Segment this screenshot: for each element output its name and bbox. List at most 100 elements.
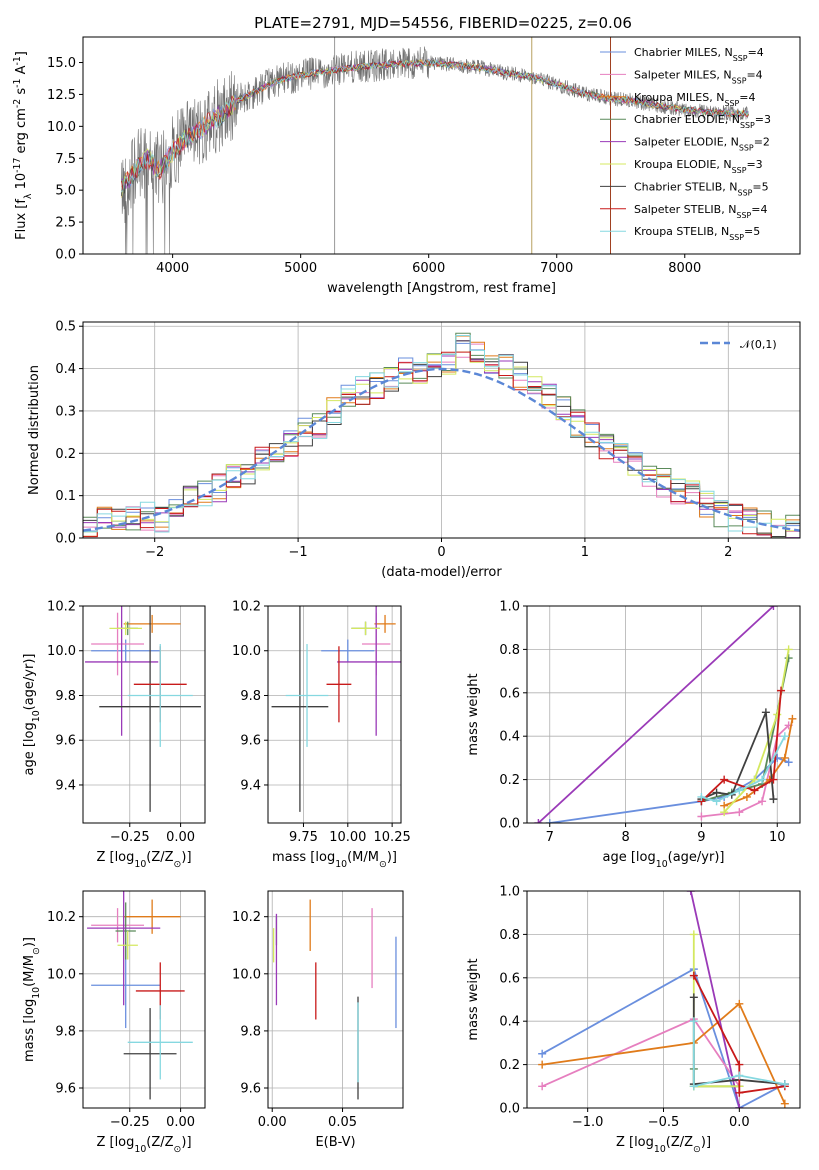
weight-marker xyxy=(761,708,770,717)
weight-marker xyxy=(735,999,744,1008)
label-fragment: SSP xyxy=(740,121,755,130)
plot-area-EBV_vs_mass xyxy=(272,899,397,1100)
weight-marker xyxy=(780,753,789,762)
label-fragment: λ xyxy=(23,193,34,199)
weight-marker xyxy=(769,795,778,804)
y-tick-label: 0.1 xyxy=(55,489,76,504)
plot-area-age_vs_weight xyxy=(534,606,797,823)
legend-entry: 𝒩(0,1) xyxy=(740,338,777,351)
y-tick-label: 10.0 xyxy=(47,967,76,982)
y-axis-label: mass weight xyxy=(466,958,481,1040)
label-fragment: Chabrier MILES, N xyxy=(634,46,733,59)
x-tick-label: 8 xyxy=(621,830,629,845)
legend-entry: Salpeter ELODIE, NSSP=2 xyxy=(634,136,770,153)
x-axis-label: (data-model)/error xyxy=(381,565,502,580)
label-fragment: )] xyxy=(22,937,37,947)
weight-marker xyxy=(689,1082,698,1091)
y-tick-label: 0.4 xyxy=(499,1015,520,1030)
y-tick-label: 0.0 xyxy=(55,248,76,263)
y-tick-label: 0.6 xyxy=(499,971,520,986)
label-fragment: =4 xyxy=(751,203,767,216)
y-tick-label: 9.4 xyxy=(240,778,261,793)
plot-area-spectrum xyxy=(121,37,749,254)
x-axis-label: Z [log10(Z/Z⊙)] xyxy=(616,1135,711,1155)
weight-marker xyxy=(780,732,789,741)
label-fragment: SSP xyxy=(736,210,751,219)
legend-entry: Salpeter MILES, NSSP=4 xyxy=(634,68,763,85)
x-axis-label: Z [log10(Z/Z⊙)] xyxy=(96,850,191,870)
weight-line xyxy=(541,967,786,1108)
weight-marker xyxy=(777,686,786,695)
label-fragment: 10 xyxy=(335,859,347,870)
legend-entry: Chabrier MILES, NSSP=4 xyxy=(634,46,764,63)
label-fragment: Chabrier ELODIE, N xyxy=(634,113,740,126)
x-tick-label: 0 xyxy=(437,545,445,560)
label-fragment: SSP xyxy=(732,166,747,175)
label-fragment: ⊙ xyxy=(379,859,387,870)
y-tick-label: 10.0 xyxy=(232,644,261,659)
panel-residuals: −2 −1 0 1 2 0.0 0.1 0.2 0.3 0.4 0.5 (data-model)/er… xyxy=(27,320,801,580)
label-fragment: ⊙ xyxy=(693,1144,701,1155)
label-fragment: A xyxy=(14,65,29,78)
x-tick-label: 0.0 xyxy=(729,1115,750,1130)
label-fragment: Salpeter STELIB, N xyxy=(634,203,736,216)
axes-frame xyxy=(82,36,801,255)
weight-marker xyxy=(758,797,767,806)
label-fragment: =5 xyxy=(752,180,768,193)
weight-marker xyxy=(534,819,543,823)
figure-title: PLATE=2791, MJD=54556, FIBERID=0225, z=0… xyxy=(254,14,632,32)
y-tick-label: 1.0 xyxy=(499,885,520,900)
legend-entry: Kroupa STELIB, NSSP=5 xyxy=(634,225,760,242)
x-axis-label: mass [log10(M/M⊙)] xyxy=(272,850,397,870)
x-tick-label: 4000 xyxy=(156,261,189,276)
weight-line xyxy=(537,606,775,823)
label-fragment: )] xyxy=(181,1135,191,1150)
y-tick-label: 9.6 xyxy=(55,1082,76,1097)
label-fragment: (data-model)/error xyxy=(381,565,502,580)
label-fragment: mass [log xyxy=(22,999,37,1062)
label-fragment: (Z/Z xyxy=(666,1135,693,1150)
y-tick-label: 1.0 xyxy=(499,600,520,615)
weight-marker xyxy=(697,792,706,801)
x-tick-label: 0.05 xyxy=(328,1115,357,1130)
x-tick-label: 7000 xyxy=(540,261,573,276)
weight-marker xyxy=(689,930,698,939)
x-tick-label: 9 xyxy=(697,830,705,845)
weight-line xyxy=(542,1002,786,1105)
x-tick-label: 5000 xyxy=(284,261,317,276)
weight-marker xyxy=(735,1060,744,1069)
label-fragment: )] xyxy=(701,1135,711,1150)
y-tick-label: 10.0 xyxy=(47,120,76,135)
x-axis-label: age [log10(age/yr)] xyxy=(603,850,725,870)
y-tick-label: 0.0 xyxy=(499,1102,520,1117)
y-tick-label: 10.0 xyxy=(47,644,76,659)
weight-marker xyxy=(538,1049,547,1058)
weight-marker xyxy=(686,891,695,895)
weight-marker xyxy=(742,792,751,801)
weight-marker xyxy=(735,808,744,817)
label-fragment: Chabrier STELIB, N xyxy=(634,180,738,193)
plot-area-residuals xyxy=(83,332,800,538)
weight-marker xyxy=(769,775,778,784)
y-tick-label: 0.8 xyxy=(499,643,520,658)
panel-spectrum: 4000 5000 6000 7000 8000 0.0 2.5 5.0 7.5 10.0 12.5… xyxy=(12,36,801,296)
label-fragment: Normed distribution xyxy=(27,365,42,495)
panel-Z_vs_weight: −1.0 −0.5 0.0 0.0 0.2 0.4 0.6 0.8 1.0 Z [log10(Z/… xyxy=(466,885,801,1155)
weight-marker xyxy=(750,786,759,795)
label-fragment: -1 xyxy=(12,56,23,65)
weight-marker xyxy=(773,710,782,719)
weight-marker xyxy=(720,808,729,817)
x-tick-label: 0.00 xyxy=(166,830,195,845)
x-tick-label: 10 xyxy=(769,830,786,845)
label-fragment: =3 xyxy=(746,158,762,171)
label-fragment: wavelength [Angstrom, rest frame] xyxy=(327,281,556,296)
weight-marker xyxy=(545,819,554,823)
x-tick-label: 10.25 xyxy=(374,830,411,845)
label-fragment: ⊙ xyxy=(174,859,182,870)
weight-marker xyxy=(735,1104,744,1108)
legend-entry: Kroupa ELODIE, NSSP=3 xyxy=(634,158,763,175)
weight-marker xyxy=(784,758,793,767)
